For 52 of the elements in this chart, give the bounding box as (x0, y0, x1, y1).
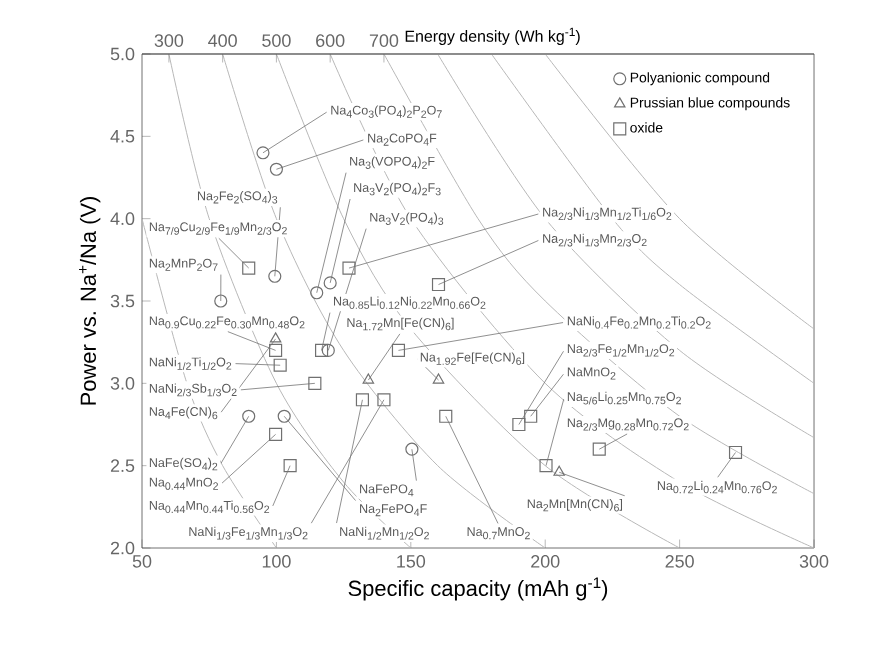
x-tick-label: 50 (132, 555, 152, 568)
point (242, 261, 256, 275)
x2-tick-label: 600 (316, 34, 345, 47)
point (269, 332, 282, 343)
point (242, 409, 256, 423)
x-tick-label: 250 (665, 555, 694, 568)
point (355, 393, 370, 407)
point (308, 376, 322, 390)
point (362, 373, 375, 384)
y-tick-label: 3.0 (110, 376, 135, 390)
y-tick-label: 2.5 (110, 459, 135, 473)
y-tick-label: 3.5 (110, 294, 135, 308)
point (269, 162, 283, 176)
point (269, 343, 283, 357)
point (539, 459, 553, 473)
point (405, 442, 419, 456)
point (268, 269, 282, 283)
x-tick-label: 100 (262, 555, 291, 568)
point (323, 276, 337, 290)
point (315, 343, 329, 357)
point (391, 343, 406, 357)
x2-tick-label: 700 (369, 34, 399, 47)
point (269, 427, 283, 441)
y-axis-title: Power vs. Na$^{+}$/Na (V) (79, 197, 101, 405)
point (431, 277, 446, 292)
point (310, 286, 324, 300)
point (728, 445, 743, 460)
point (283, 459, 297, 473)
x-axis-title: Specific capacity (mAh g$^{-1}$) (348, 577, 608, 601)
y-tick-label: 5.0 (110, 47, 135, 61)
x2-tick-label: 400 (208, 34, 237, 47)
y-tick-label: 2.0 (110, 541, 135, 555)
point (432, 373, 445, 384)
x2-tick-label: 500 (262, 34, 291, 47)
x-tick-label: 200 (531, 555, 560, 568)
y-tick-label: 4.5 (110, 130, 135, 143)
x-tick-label: 300 (799, 555, 829, 568)
point (256, 146, 270, 160)
point (512, 417, 526, 432)
point (524, 409, 538, 423)
point (592, 442, 606, 456)
x2-tick-label: 300 (154, 34, 184, 47)
point (342, 261, 356, 275)
point (214, 294, 228, 308)
y-tick-label: 4.0 (110, 212, 135, 226)
x-tick-label: 150 (397, 555, 426, 568)
point (439, 409, 453, 423)
point (377, 393, 391, 407)
point (553, 465, 565, 476)
point (277, 409, 291, 423)
point (273, 358, 287, 372)
point (321, 343, 335, 357)
